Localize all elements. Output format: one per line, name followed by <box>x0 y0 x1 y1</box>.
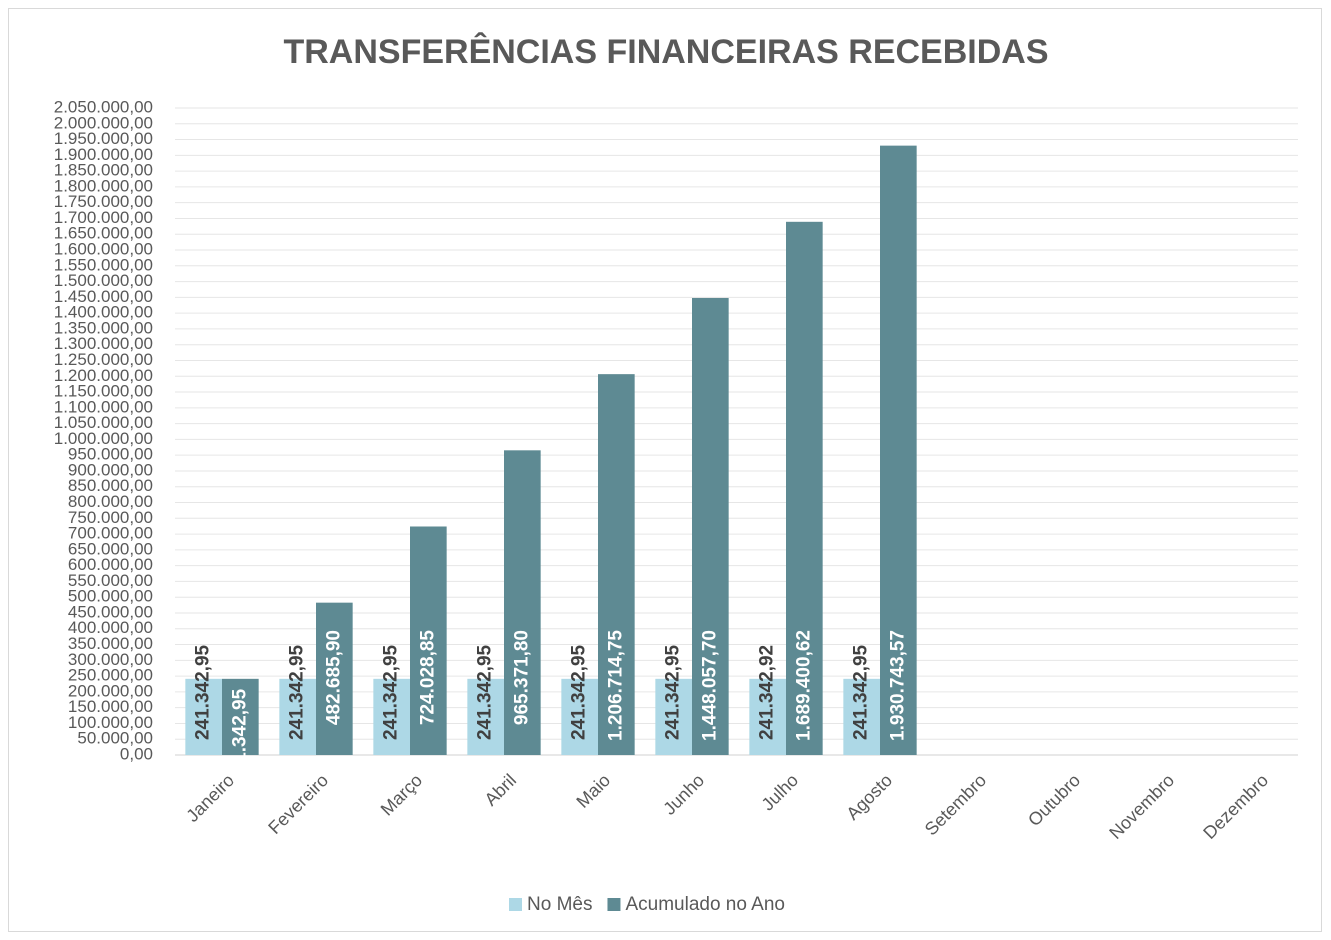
y-tick-label: 1.350.000,00 <box>54 318 153 337</box>
y-tick-label: 250.000,00 <box>68 666 153 685</box>
data-label: 241.342,95 <box>569 644 590 740</box>
y-tick-label: 2.000.000,00 <box>54 113 153 132</box>
y-tick-label: 2.050.000,00 <box>54 97 153 116</box>
bar <box>561 678 598 755</box>
y-tick-label: 1.100.000,00 <box>54 397 153 416</box>
data-label: 1.206.714,75 <box>605 630 626 741</box>
data-label: 241.342,95 <box>229 688 250 784</box>
bar <box>504 450 541 755</box>
bar <box>279 678 316 755</box>
data-label: 1.930.743,57 <box>887 630 908 741</box>
y-tick-label: 400.000,00 <box>68 618 153 637</box>
y-tick-label: 850.000,00 <box>68 476 153 495</box>
y-tick-label: 1.000.000,00 <box>54 429 153 448</box>
y-tick-label: 1.600.000,00 <box>54 240 153 259</box>
bar <box>410 526 447 755</box>
y-tick-label: 650.000,00 <box>68 539 153 558</box>
y-tick-label: 450.000,00 <box>68 602 153 621</box>
y-tick-label: 700.000,00 <box>68 524 153 543</box>
y-tick-label: 800.000,00 <box>68 492 153 511</box>
data-label: 241.342,95 <box>287 644 308 740</box>
y-tick-label: 300.000,00 <box>68 650 153 669</box>
y-tick-label: 50.000,00 <box>77 729 153 748</box>
y-tick-label: 1.050.000,00 <box>54 413 153 432</box>
bar <box>655 678 692 755</box>
data-label: 241.342,92 <box>757 645 778 740</box>
data-label: 1.448.057,70 <box>699 630 720 741</box>
data-label: 241.342,95 <box>381 644 402 740</box>
bar <box>786 221 823 755</box>
bar <box>880 145 917 755</box>
data-label: 724.028,85 <box>417 630 438 726</box>
bar <box>316 602 353 755</box>
chart-title: TRANSFERÊNCIAS FINANCEIRAS RECEBIDAS <box>283 33 1048 71</box>
data-label: 1.689.400,62 <box>793 630 814 741</box>
y-tick-label: 1.700.000,00 <box>54 208 153 227</box>
y-tick-label: 200.000,00 <box>68 681 153 700</box>
y-tick-label: 950.000,00 <box>68 445 153 464</box>
chart-border <box>8 8 1322 932</box>
data-label: 965.371,80 <box>511 630 532 725</box>
bar <box>467 678 504 755</box>
y-tick-label: 1.550.000,00 <box>54 255 153 274</box>
y-tick-label: 1.500.000,00 <box>54 271 153 290</box>
y-tick-label: 1.900.000,00 <box>54 145 153 164</box>
legend-label: No Mês <box>527 894 592 915</box>
data-label: 482.685,90 <box>323 630 344 725</box>
bar <box>222 678 259 755</box>
y-tick-label: 1.750.000,00 <box>54 192 153 211</box>
data-label: 241.342,95 <box>475 644 496 740</box>
y-tick-label: 1.400.000,00 <box>54 303 153 322</box>
y-tick-label: 550.000,00 <box>68 571 153 590</box>
data-label: 241.342,95 <box>193 644 214 740</box>
y-tick-label: 100.000,00 <box>68 713 153 732</box>
y-tick-label: 350.000,00 <box>68 634 153 653</box>
y-tick-label: 1.300.000,00 <box>54 334 153 353</box>
y-tick-label: 0,00 <box>120 744 153 763</box>
y-tick-label: 1.800.000,00 <box>54 176 153 195</box>
bar <box>749 678 786 755</box>
y-tick-label: 1.850.000,00 <box>54 161 153 180</box>
y-tick-label: 1.250.000,00 <box>54 350 153 369</box>
legend-swatch <box>509 898 522 911</box>
y-tick-label: 500.000,00 <box>68 587 153 606</box>
bar <box>843 678 880 755</box>
bar <box>373 678 410 755</box>
bar <box>692 297 729 755</box>
bar <box>598 374 635 755</box>
legend-label: Acumulado no Ano <box>625 894 785 915</box>
y-tick-label: 600.000,00 <box>68 555 153 574</box>
y-tick-label: 1.150.000,00 <box>54 382 153 401</box>
y-tick-label: 1.950.000,00 <box>54 129 153 148</box>
data-label: 241.342,95 <box>851 644 872 740</box>
y-tick-label: 900.000,00 <box>68 460 153 479</box>
y-tick-label: 750.000,00 <box>68 508 153 527</box>
y-tick-label: 1.450.000,00 <box>54 287 153 306</box>
data-label: 241.342,95 <box>663 644 684 740</box>
y-tick-label: 150.000,00 <box>68 697 153 716</box>
y-tick-label: 1.200.000,00 <box>54 366 153 385</box>
bar <box>185 678 222 755</box>
legend-swatch <box>607 898 621 911</box>
y-tick-label: 1.650.000,00 <box>54 224 153 243</box>
